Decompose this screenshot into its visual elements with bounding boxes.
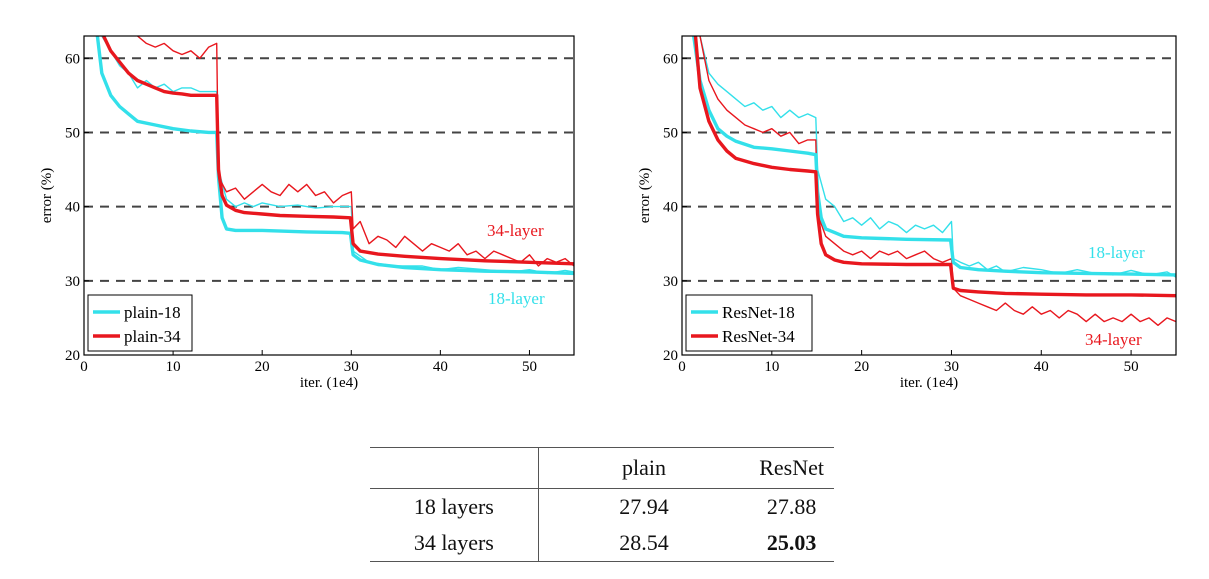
axes-frame	[681, 35, 1177, 356]
cell-resnet-best: 25.03	[766, 530, 817, 555]
table-header-resnet: ResNet	[749, 447, 834, 489]
y-tick-label: 60	[65, 51, 80, 67]
annotation-label: 18-layer	[1088, 243, 1145, 262]
y-tick-label: 50	[663, 125, 678, 141]
x-axis-label: iter. (1e4)	[300, 375, 358, 391]
legend: plain-18 plain-34	[87, 294, 193, 352]
y-tick-label: 30	[65, 274, 80, 290]
annotation-label: 34-layer	[1085, 330, 1142, 349]
legend-box	[87, 294, 193, 352]
series-line-ResNet-34-val	[693, 36, 1176, 298]
x-tick-label: 40	[433, 359, 448, 375]
annotation-label: 34-layer	[487, 221, 544, 240]
x-tick-label: 20	[854, 359, 869, 375]
series-line-plain-34-val	[102, 36, 574, 266]
annotation-label: 18-layer	[488, 289, 545, 308]
y-tick-label: 20	[65, 348, 80, 364]
chart-panel-2: 0 10 20 30 40 50 20 30 40 50 60 iter. (1e4) error (%…	[637, 35, 1177, 391]
y-axis-label: error (%)	[637, 168, 653, 223]
y-tick-label: 40	[663, 200, 678, 216]
cell-resnet: 27.88	[766, 494, 817, 519]
legend-entry: plain-18	[124, 303, 181, 322]
series-line-plain-34-train	[137, 36, 574, 267]
series-line-ResNet-34-train	[699, 36, 1176, 326]
x-tick-label: 50	[1124, 359, 1139, 375]
legend-entry: ResNet-18	[722, 303, 795, 322]
series-line-ResNet-18-val	[692, 36, 1176, 277]
chart-panel-1: 0 10 20 30 40 50 20 30 40 50 60 iter. (1e4) error (%…	[39, 35, 575, 391]
x-tick-label: 30	[344, 359, 359, 375]
table-row: 34 layers 28.54 25.03	[370, 525, 834, 562]
legend-entry: ResNet-34	[722, 327, 795, 346]
y-tick-label: 20	[663, 348, 678, 364]
x-tick-label: 10	[764, 359, 779, 375]
cell-plain: 27.94	[619, 494, 669, 519]
table-row: 18 layers 27.94 27.88	[370, 488, 834, 525]
x-tick-label: 40	[1034, 359, 1049, 375]
y-axis-label: error (%)	[39, 168, 55, 223]
series-line-ResNet-18-train	[699, 36, 1176, 278]
x-axis-label: iter. (1e4)	[900, 375, 958, 391]
legend-entry: plain-34	[124, 327, 181, 346]
x-tick-label: 50	[522, 359, 537, 375]
x-tick-label: 20	[255, 359, 270, 375]
cell-plain: 28.54	[619, 530, 669, 555]
x-tick-label: 0	[80, 359, 88, 375]
table-header-plain: plain	[538, 447, 750, 489]
row-label: 34 layers	[370, 525, 539, 562]
y-tick-label: 60	[663, 51, 678, 67]
y-tick-label: 50	[65, 125, 80, 141]
y-tick-label: 40	[65, 200, 80, 216]
legend-box	[685, 294, 813, 352]
series-line-plain-18-val	[95, 36, 574, 276]
table-header-row: plain ResNet	[370, 447, 834, 489]
y-tick-label: 30	[663, 274, 678, 290]
row-label: 18 layers	[370, 488, 539, 525]
axes-frame	[83, 35, 575, 356]
x-tick-label: 10	[166, 359, 181, 375]
x-tick-label: 30	[944, 359, 959, 375]
table-header-blank	[370, 447, 539, 489]
legend: ResNet-18 ResNet-34	[685, 294, 813, 352]
x-tick-label: 0	[678, 359, 686, 375]
error-curve-figure: 0 10 20 30 40 50 20 30 40 50 60 iter. (1e4) error (%…	[39, 35, 1177, 391]
results-table: plain ResNet 18 layers 27.94 27.88 34 la…	[370, 447, 834, 562]
